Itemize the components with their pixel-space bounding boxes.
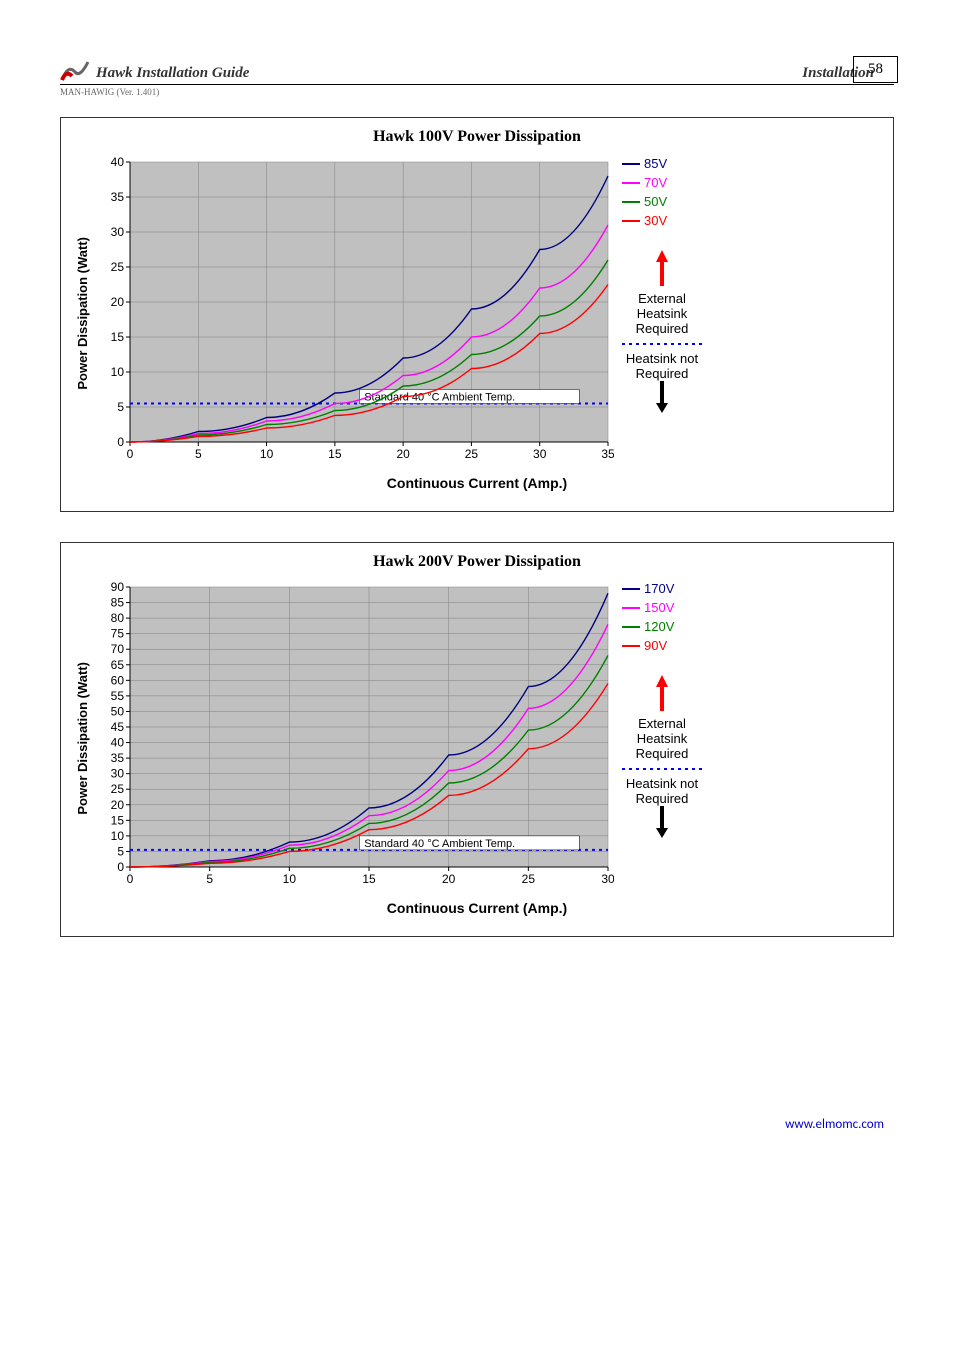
svg-text:0: 0 xyxy=(117,435,124,449)
svg-text:0: 0 xyxy=(117,860,124,874)
svg-text:0: 0 xyxy=(127,447,134,461)
svg-text:10: 10 xyxy=(111,365,125,379)
svg-text:30: 30 xyxy=(601,872,614,886)
svg-text:45: 45 xyxy=(111,720,125,734)
legend-item: 90V xyxy=(622,638,702,653)
svg-text:10: 10 xyxy=(111,829,125,843)
svg-text:65: 65 xyxy=(111,658,125,672)
legend-item: 70V xyxy=(622,175,702,190)
svg-text:15: 15 xyxy=(111,330,125,344)
svg-text:60: 60 xyxy=(111,673,125,687)
chart1-xlabel: Continuous Current (Amp.) xyxy=(71,475,883,491)
svg-text:10: 10 xyxy=(283,872,297,886)
svg-text:35: 35 xyxy=(601,447,614,461)
svg-text:20: 20 xyxy=(111,295,125,309)
svg-text:Standard 40 °C Ambient Temp.: Standard 40 °C Ambient Temp. xyxy=(364,838,515,850)
svg-text:50: 50 xyxy=(111,704,125,718)
svg-text:5: 5 xyxy=(117,844,124,858)
page-number: 58 xyxy=(853,56,898,83)
svg-text:25: 25 xyxy=(465,447,479,461)
svg-text:20: 20 xyxy=(442,872,456,886)
legend-item: 150V xyxy=(622,600,702,615)
chart1-title: Hawk 100V Power Dissipation xyxy=(71,128,883,146)
heatsink-required-text: ExternalHeatsinkRequired xyxy=(622,716,702,761)
chart2-legend: 170V 150V 120V 90V ExternalHeatsinkRequired… xyxy=(614,581,702,843)
chart1-ylabel: Power Dissipation (Watt) xyxy=(71,237,94,390)
svg-text:25: 25 xyxy=(111,782,125,796)
chart-100v: Hawk 100V Power Dissipation Power Dissip… xyxy=(60,117,894,512)
svg-text:25: 25 xyxy=(522,872,536,886)
legend-item: 170V xyxy=(622,581,702,596)
heatsink-not-required-text: Heatsink notRequired xyxy=(622,351,702,381)
svg-text:5: 5 xyxy=(195,447,202,461)
svg-text:Standard 40 °C Ambient Temp.: Standard 40 °C Ambient Temp. xyxy=(364,392,515,404)
arrow-down-icon xyxy=(652,806,672,840)
page-header: Hawk Installation Guide Installation 58 xyxy=(60,60,894,85)
legend-item: 30V xyxy=(622,213,702,228)
arrow-up-icon xyxy=(652,248,672,288)
svg-text:15: 15 xyxy=(362,872,376,886)
svg-text:20: 20 xyxy=(111,798,125,812)
elmo-logo-icon xyxy=(60,60,90,82)
legend-item: 120V xyxy=(622,619,702,634)
heatsink-not-required-text: Heatsink notRequired xyxy=(622,776,702,806)
svg-text:30: 30 xyxy=(111,225,125,239)
svg-text:15: 15 xyxy=(328,447,342,461)
chart2-ylabel: Power Dissipation (Watt) xyxy=(71,662,94,815)
svg-text:75: 75 xyxy=(111,627,125,641)
svg-text:35: 35 xyxy=(111,190,125,204)
heatsink-required-text: ExternalHeatsinkRequired xyxy=(622,291,702,336)
legend-item: 85V xyxy=(622,156,702,171)
svg-text:5: 5 xyxy=(206,872,213,886)
svg-text:55: 55 xyxy=(111,689,125,703)
arrow-down-icon xyxy=(652,381,672,415)
chart1-legend: 85V 70V 50V 30V ExternalHeatsinkRequired He… xyxy=(614,156,702,418)
svg-text:10: 10 xyxy=(260,447,274,461)
chart2-plot: 0510152025303540455055606570758085900510… xyxy=(94,581,614,896)
svg-text:40: 40 xyxy=(111,736,125,750)
svg-text:25: 25 xyxy=(111,260,125,274)
svg-text:70: 70 xyxy=(111,642,125,656)
svg-text:15: 15 xyxy=(111,813,125,827)
svg-text:0: 0 xyxy=(127,872,134,886)
svg-text:30: 30 xyxy=(533,447,547,461)
chart1-plot: 0 5 10 15 20 25 30 35 40 0 5 10 15 20 25 30 35 Standard 4… xyxy=(94,156,614,471)
version-text: MAN-HAWIG (Ver. 1.401) xyxy=(60,87,894,97)
svg-text:80: 80 xyxy=(111,611,125,625)
chart2-title: Hawk 200V Power Dissipation xyxy=(71,553,883,571)
header-title: Hawk Installation Guide xyxy=(96,65,802,82)
chart-200v: Hawk 200V Power Dissipation Power Dissip… xyxy=(60,542,894,937)
footer-url[interactable]: www.elmomc.com xyxy=(60,1117,894,1132)
svg-text:40: 40 xyxy=(111,156,125,169)
svg-text:5: 5 xyxy=(117,400,124,414)
svg-text:20: 20 xyxy=(396,447,410,461)
svg-text:35: 35 xyxy=(111,751,125,765)
chart2-xlabel: Continuous Current (Amp.) xyxy=(71,900,883,916)
arrow-up-icon xyxy=(652,673,672,713)
svg-text:30: 30 xyxy=(111,767,125,781)
svg-text:90: 90 xyxy=(111,581,125,594)
svg-text:85: 85 xyxy=(111,596,125,610)
legend-item: 50V xyxy=(622,194,702,209)
